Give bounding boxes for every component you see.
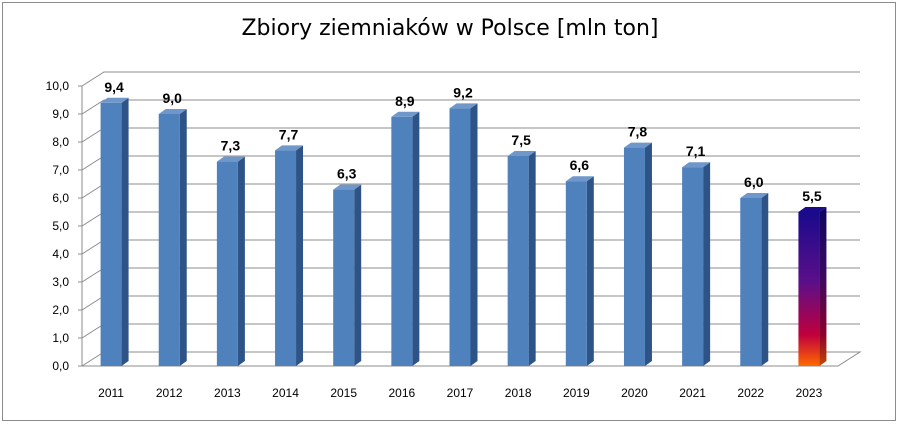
- bar-front: [158, 114, 180, 366]
- bar-top: [391, 111, 420, 117]
- bar-side: [296, 145, 304, 366]
- data-label: 9,2: [453, 84, 473, 100]
- bar-side: [121, 97, 129, 367]
- x-tick-label: 2013: [214, 386, 241, 400]
- x-tick-label: 2023: [796, 386, 823, 400]
- data-label: 6,3: [337, 166, 357, 182]
- x-tick-label: 2011: [98, 386, 124, 400]
- x-tick-label: 2021: [679, 386, 706, 400]
- data-label: 6,6: [570, 157, 590, 173]
- chart-title: Zbiory ziemniaków w Polsce [mln ton]: [241, 16, 659, 41]
- data-label: 9,0: [162, 90, 182, 106]
- x-tick-label: 2017: [447, 386, 474, 400]
- bar: [333, 184, 362, 366]
- bar: [682, 162, 711, 366]
- bar-top: [507, 151, 536, 156]
- y-tick-label: 8,0: [52, 135, 69, 149]
- y-tick-label: 9,0: [52, 107, 69, 121]
- bar-side: [354, 184, 362, 366]
- bar: [565, 176, 594, 366]
- x-tick-label: 2012: [156, 386, 183, 400]
- bar-top: [798, 207, 827, 212]
- y-tick-label: 7,0: [52, 163, 69, 177]
- y-tick-label: 4,0: [52, 247, 69, 261]
- bar: [275, 145, 304, 366]
- bar-front: [216, 161, 238, 366]
- bar-front: [275, 150, 297, 366]
- bar-side: [761, 193, 769, 366]
- bar-front: [565, 181, 587, 366]
- bar: [100, 97, 129, 367]
- x-tick-label: 2019: [563, 386, 590, 400]
- y-tick-label: 0,0: [52, 359, 69, 373]
- data-label: 9,4: [104, 79, 124, 95]
- bar-top: [216, 156, 245, 162]
- x-tick-label: 2014: [272, 386, 299, 400]
- data-label: 7,8: [628, 124, 648, 140]
- bar-side: [237, 156, 245, 366]
- bar: [216, 156, 245, 366]
- data-label: 5,5: [802, 188, 822, 204]
- bar: [740, 193, 769, 366]
- bar: [507, 151, 536, 366]
- bar: [158, 109, 187, 366]
- data-label: 6,0: [744, 174, 764, 190]
- y-tick-label: 5,0: [52, 219, 69, 233]
- bar-front: [391, 116, 413, 366]
- data-label: 8,9: [395, 93, 415, 109]
- bar-top: [275, 145, 304, 151]
- bar-side: [179, 109, 187, 366]
- bar-front: [449, 108, 471, 367]
- bar-top: [682, 162, 711, 168]
- y-tick-label: 1,0: [52, 331, 69, 345]
- bar-front: [623, 147, 645, 366]
- data-label: 7,1: [686, 143, 706, 159]
- x-tick-label: 2020: [621, 386, 648, 400]
- bar-front: [333, 189, 355, 366]
- bar-side: [528, 151, 536, 366]
- data-label: 7,3: [221, 138, 241, 154]
- bar-front: [798, 212, 820, 366]
- bar-top: [623, 142, 652, 148]
- bar-front: [740, 198, 762, 366]
- x-tick-label: 2015: [330, 386, 357, 400]
- gridline: [81, 71, 860, 87]
- bar-side: [586, 176, 594, 366]
- bar-top: [100, 97, 129, 103]
- x-tick-label: 2018: [505, 386, 532, 400]
- y-tick-label: 2,0: [52, 303, 69, 317]
- bar-top: [449, 103, 478, 109]
- data-label: 7,7: [279, 126, 299, 142]
- bar: [449, 103, 478, 367]
- bar-side: [819, 207, 827, 366]
- x-tick-label: 2016: [388, 386, 415, 400]
- bar-front: [682, 167, 704, 366]
- bar-side: [412, 111, 420, 366]
- y-tick-label: 6,0: [52, 191, 69, 205]
- bar-top: [158, 109, 187, 114]
- bar-top: [333, 184, 362, 190]
- y-tick-label: 10,0: [46, 79, 70, 93]
- data-label: 7,5: [511, 132, 531, 148]
- bar: [798, 207, 827, 366]
- bar-top: [740, 193, 769, 198]
- gridline: [81, 99, 860, 115]
- bar-front: [100, 102, 122, 367]
- bar-front: [507, 156, 529, 366]
- y-tick-label: 3,0: [52, 275, 69, 289]
- bar-top: [565, 176, 594, 182]
- bar-side: [470, 103, 478, 367]
- bar-side: [644, 142, 652, 366]
- bar-side: [703, 162, 711, 366]
- bar: [391, 111, 420, 366]
- x-tick-label: 2022: [737, 386, 764, 400]
- bar: [623, 142, 652, 366]
